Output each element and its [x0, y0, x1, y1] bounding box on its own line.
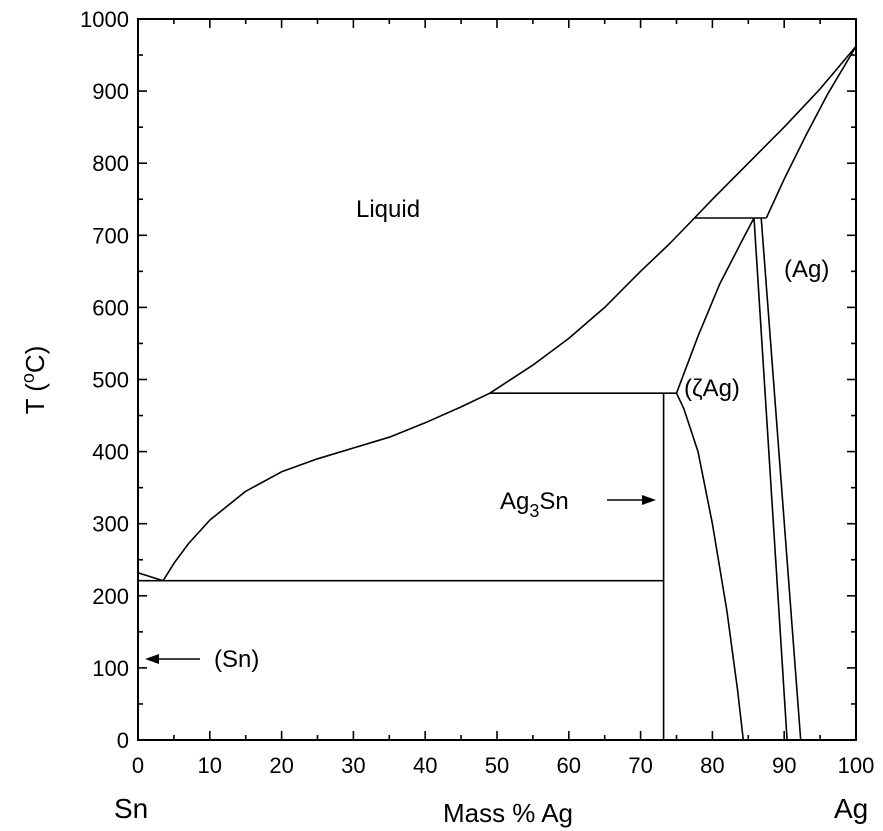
region-label-liquid: Liquid	[356, 196, 420, 223]
x-tick-label: 100	[838, 753, 875, 778]
y-tick-label: 400	[92, 440, 129, 465]
phase-boundary	[753, 217, 788, 741]
region-label-sn: (Sn)	[214, 646, 259, 673]
sn-arrow	[145, 654, 200, 664]
x-tick-label: 30	[341, 753, 365, 778]
ag3sn-arrow	[607, 495, 656, 505]
y-tick-label: 900	[92, 79, 129, 104]
x-tick-label: 20	[269, 753, 293, 778]
x-tick-label: 40	[413, 753, 437, 778]
x-tick-label: 60	[557, 753, 581, 778]
plot-frame	[137, 18, 857, 741]
x-tick-label: 10	[198, 753, 222, 778]
region-label-zeta-ag: (ζAg)	[684, 375, 740, 402]
y-tick-label: 800	[92, 151, 129, 176]
phase-boundary	[675, 217, 755, 394]
phase-boundary	[137, 571, 164, 582]
y-tick-label: 700	[92, 223, 129, 248]
x-tick-label: 50	[485, 753, 509, 778]
phase-boundary	[765, 45, 857, 219]
x-tick-label: 90	[772, 753, 796, 778]
y-tick-label: 500	[92, 368, 129, 393]
y-tick-label: 0	[117, 728, 129, 753]
phase-boundary	[675, 392, 745, 741]
y-tick-label: 1000	[80, 7, 129, 32]
y-tick-label: 200	[92, 584, 129, 609]
y-tick-label: 100	[92, 656, 129, 681]
x-tick-label: 70	[628, 753, 652, 778]
x-axis-title: Mass % Ag	[443, 798, 573, 828]
y-tick-label: 600	[92, 295, 129, 320]
region-label-ag3sn: Ag3Sn	[500, 488, 569, 521]
ticks: 0 10 20 30 40 50 60 70 80 90 100010020030040050060…	[80, 7, 874, 778]
x-tick-label: 0	[132, 753, 144, 778]
y-tick-label: 300	[92, 512, 129, 537]
x-tick-label: 80	[700, 753, 724, 778]
y-axis-title: T (oC)	[18, 346, 50, 415]
region-label-ag: (Ag)	[784, 256, 829, 283]
phase-boundary	[760, 217, 802, 741]
phase-boundaries	[137, 45, 857, 741]
right-element-label: Ag	[834, 793, 868, 824]
left-element-label: Sn	[114, 793, 148, 824]
